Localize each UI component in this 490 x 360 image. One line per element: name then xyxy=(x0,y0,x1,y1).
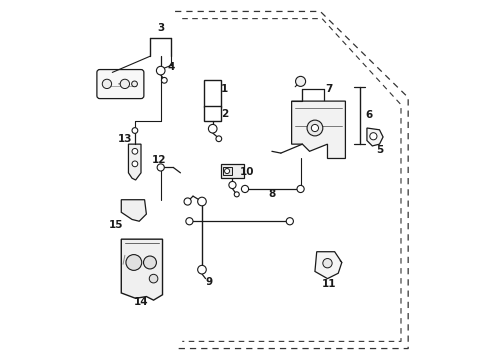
Circle shape xyxy=(126,255,142,270)
Circle shape xyxy=(102,79,112,89)
Polygon shape xyxy=(122,239,163,300)
Circle shape xyxy=(186,218,193,225)
Polygon shape xyxy=(128,144,141,180)
Circle shape xyxy=(132,128,138,134)
Circle shape xyxy=(132,161,138,167)
Bar xyxy=(204,106,221,121)
Text: 9: 9 xyxy=(206,277,213,287)
Polygon shape xyxy=(367,128,383,146)
Polygon shape xyxy=(292,101,345,158)
Circle shape xyxy=(234,192,239,197)
Text: 3: 3 xyxy=(157,23,164,33)
Bar xyxy=(221,164,244,178)
Circle shape xyxy=(216,136,221,141)
Polygon shape xyxy=(315,252,342,279)
Text: 13: 13 xyxy=(118,134,132,144)
Circle shape xyxy=(297,185,304,193)
Text: 10: 10 xyxy=(240,167,255,177)
Circle shape xyxy=(156,66,165,75)
Text: 1: 1 xyxy=(221,84,228,94)
Circle shape xyxy=(132,148,138,154)
Text: 14: 14 xyxy=(134,297,148,307)
Circle shape xyxy=(224,168,230,174)
Circle shape xyxy=(197,197,206,206)
Polygon shape xyxy=(122,200,147,221)
Circle shape xyxy=(370,133,377,140)
Circle shape xyxy=(197,265,206,274)
Text: 5: 5 xyxy=(376,144,383,154)
Circle shape xyxy=(229,181,236,189)
Text: 2: 2 xyxy=(221,109,228,119)
Bar xyxy=(222,167,232,175)
Text: 8: 8 xyxy=(268,189,275,199)
Circle shape xyxy=(132,81,137,87)
Text: 6: 6 xyxy=(365,111,372,121)
Circle shape xyxy=(149,274,158,283)
Circle shape xyxy=(323,258,332,268)
Text: 12: 12 xyxy=(152,155,166,165)
Bar xyxy=(204,81,221,107)
Circle shape xyxy=(120,79,129,89)
Circle shape xyxy=(307,120,323,136)
Text: 7: 7 xyxy=(325,84,333,94)
Circle shape xyxy=(311,125,318,132)
Circle shape xyxy=(242,185,248,193)
Text: 4: 4 xyxy=(168,62,175,72)
Circle shape xyxy=(184,198,191,205)
Circle shape xyxy=(295,76,306,86)
Text: 15: 15 xyxy=(109,220,123,230)
Circle shape xyxy=(208,125,217,133)
Circle shape xyxy=(286,218,294,225)
FancyBboxPatch shape xyxy=(97,69,144,99)
Circle shape xyxy=(144,256,156,269)
Circle shape xyxy=(161,77,167,83)
Text: 11: 11 xyxy=(322,279,337,289)
Circle shape xyxy=(157,164,164,171)
